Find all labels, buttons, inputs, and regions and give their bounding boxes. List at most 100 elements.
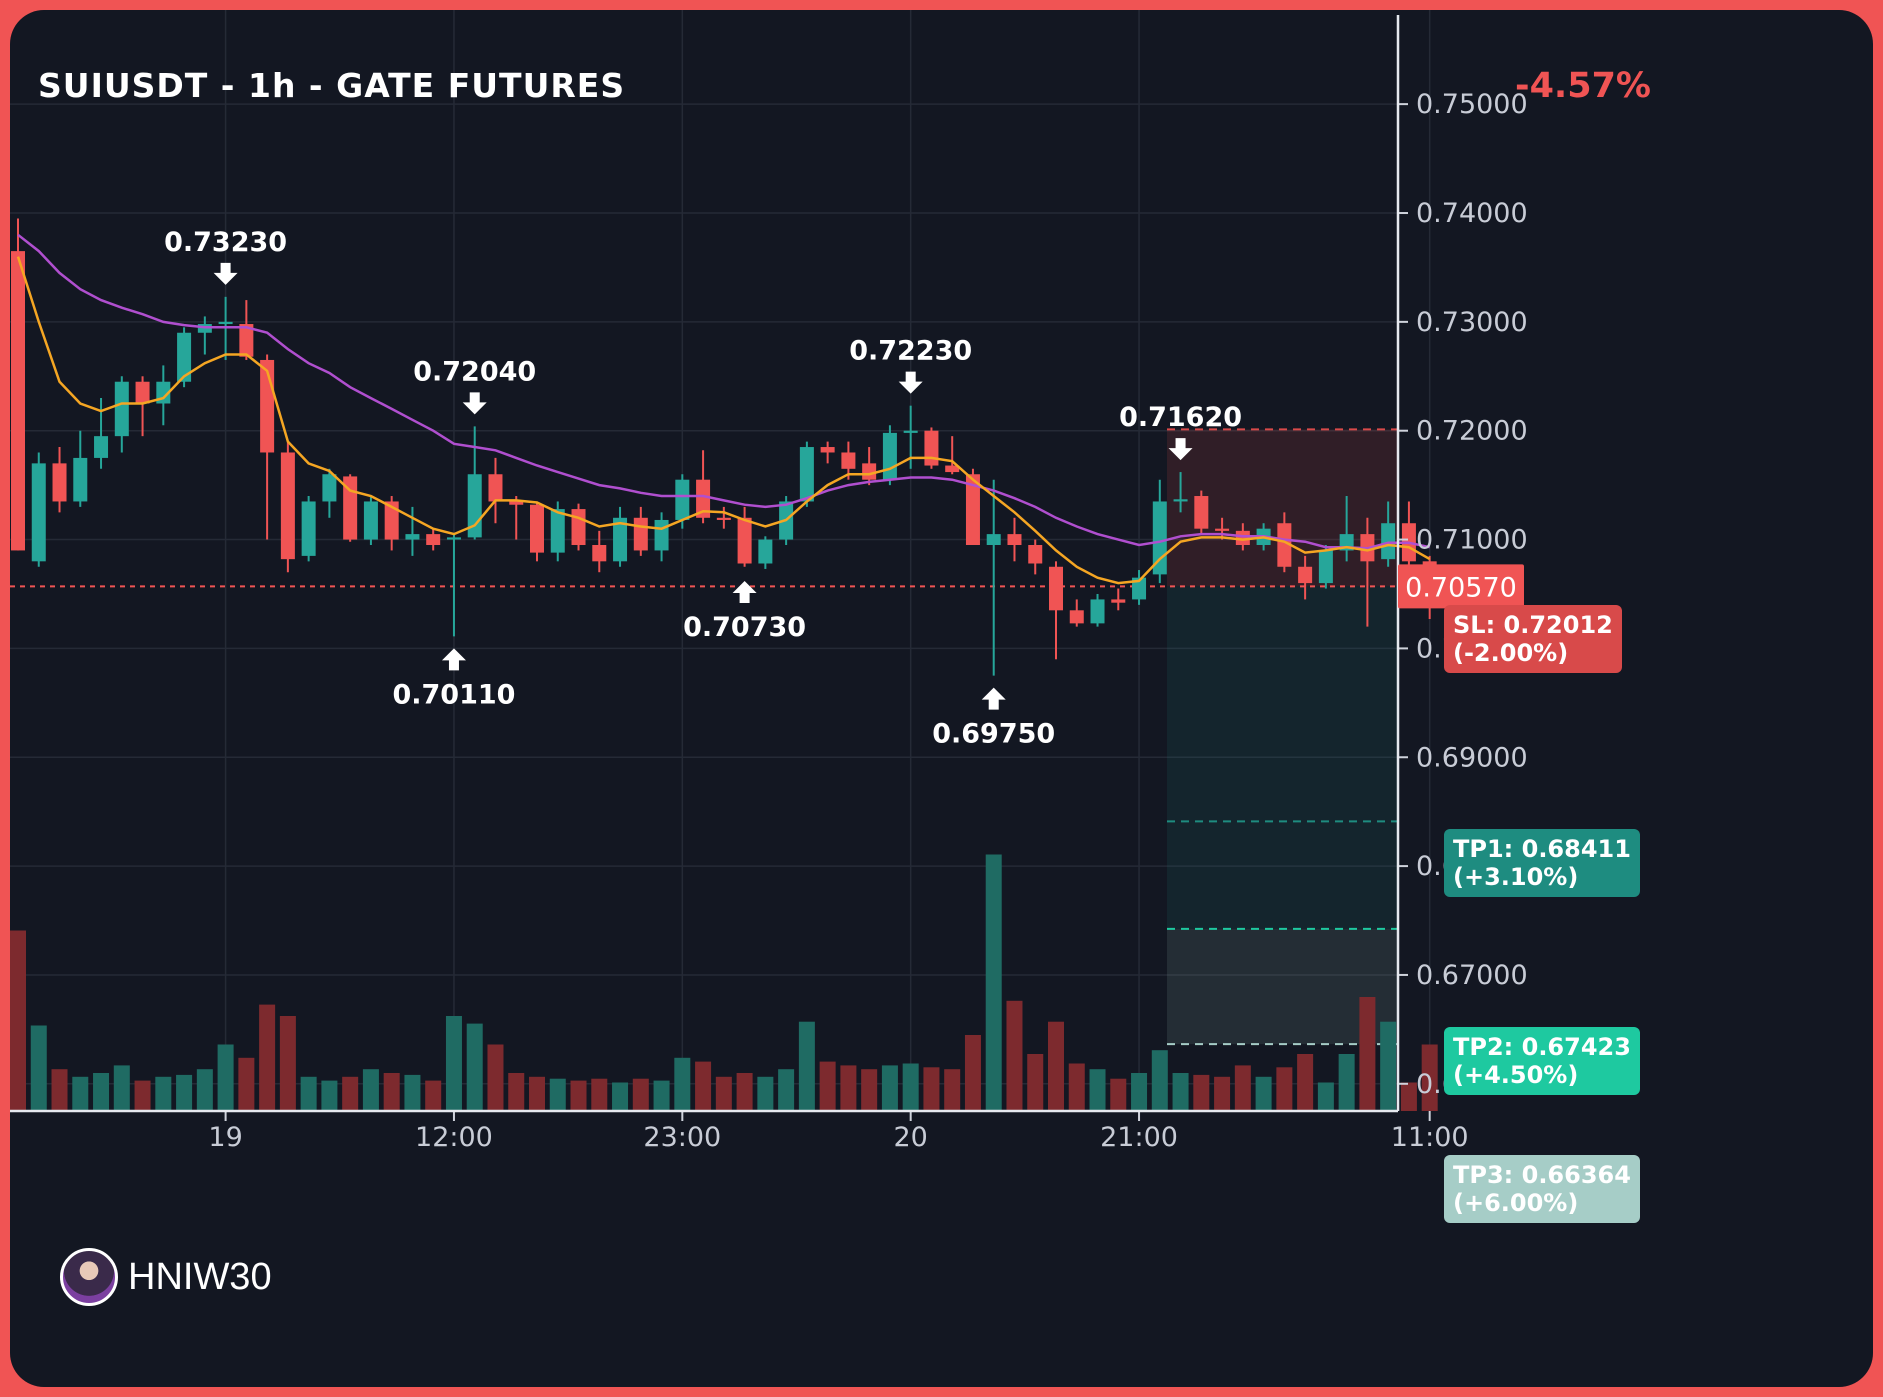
volume-bar bbox=[861, 1069, 878, 1111]
volume-bar bbox=[715, 1076, 732, 1111]
candle-body bbox=[52, 463, 67, 502]
volume-bar bbox=[113, 1065, 130, 1111]
low-price-label: 0.70110 bbox=[392, 679, 515, 710]
candle-body bbox=[1090, 599, 1105, 624]
volume-bar bbox=[757, 1076, 774, 1111]
current-price-label: 0.70570 bbox=[1405, 572, 1517, 603]
arrow-up-icon bbox=[981, 687, 1006, 710]
volume-bar bbox=[1317, 1082, 1334, 1111]
y-tick-label: 0.75000 bbox=[1416, 89, 1528, 120]
volume-bars bbox=[10, 854, 1438, 1111]
candle-body bbox=[73, 457, 88, 502]
volume-bar bbox=[840, 1065, 857, 1111]
candle-body bbox=[114, 381, 129, 437]
candle-body bbox=[488, 474, 503, 502]
arrow-down-icon bbox=[462, 392, 487, 415]
candle-body bbox=[363, 501, 378, 540]
candle-body bbox=[965, 474, 980, 545]
candle-body bbox=[177, 332, 192, 382]
y-tick-label: 0.69000 bbox=[1416, 742, 1528, 773]
candle-body bbox=[1277, 523, 1292, 567]
volume-bar bbox=[1131, 1073, 1148, 1111]
candle-body bbox=[550, 509, 565, 553]
take-profit-3-label: TP3: 0.66364 (+6.00%) bbox=[1444, 1155, 1640, 1223]
y-tick-label: 0.76000 bbox=[1416, 10, 1528, 11]
volume-bar bbox=[93, 1073, 110, 1111]
stop-loss-label: SL: 0.72012 (-2.00%) bbox=[1444, 605, 1622, 673]
current-price-tag bbox=[1398, 564, 1524, 609]
volume-bar bbox=[1006, 1000, 1023, 1111]
volume-bar bbox=[1193, 1074, 1210, 1111]
candle-body bbox=[633, 517, 648, 551]
candle-body bbox=[1173, 499, 1188, 502]
take-profit-1-label: TP1: 0.68411 (+3.10%) bbox=[1444, 829, 1640, 897]
price-change-percent: -4.57% bbox=[1515, 66, 1651, 106]
y-tick-label: 0.71000 bbox=[1416, 525, 1528, 556]
volume-bar bbox=[1338, 1054, 1355, 1111]
arrow-down-icon bbox=[898, 371, 923, 394]
candle-body bbox=[1235, 530, 1250, 545]
price-annotations: 0.73230 0.72040 0.72230 0.71620 0.70110 0.707… bbox=[164, 227, 1242, 750]
volume-bar bbox=[881, 1065, 898, 1111]
volume-bar bbox=[1089, 1069, 1106, 1111]
candle-body bbox=[654, 519, 669, 551]
volume-bar bbox=[445, 1016, 462, 1111]
arrow-down-icon bbox=[1168, 438, 1193, 461]
volume-bar bbox=[155, 1076, 172, 1111]
moving-average-fast bbox=[16, 256, 1431, 585]
volume-bar bbox=[30, 1025, 47, 1111]
take-profit-2-label: TP2: 0.67423 (+4.50%) bbox=[1444, 1027, 1640, 1095]
volume-bar bbox=[1297, 1054, 1314, 1111]
volume-bar bbox=[944, 1069, 961, 1111]
volume-bar bbox=[176, 1074, 193, 1111]
candle-body bbox=[758, 539, 773, 564]
volume-bar bbox=[1172, 1073, 1189, 1111]
x-tick-label: 23:00 bbox=[643, 1122, 721, 1153]
volume-bar bbox=[1359, 997, 1376, 1111]
candle-body bbox=[11, 251, 25, 551]
chart-title: SUIUSDT - 1h - GATE FUTURES bbox=[38, 66, 626, 105]
volume-bar bbox=[695, 1061, 712, 1111]
volume-bar bbox=[674, 1057, 691, 1111]
volume-bar bbox=[404, 1074, 421, 1111]
volume-bar bbox=[985, 854, 1002, 1111]
arrow-down-icon bbox=[213, 262, 238, 285]
volume-bar bbox=[736, 1073, 753, 1111]
candle-body bbox=[841, 452, 856, 469]
y-tick-label: 0.72000 bbox=[1416, 416, 1528, 447]
candle-body bbox=[135, 381, 150, 404]
high-price-label: 0.73230 bbox=[164, 227, 287, 258]
volume-bar bbox=[466, 1023, 483, 1111]
volume-bar bbox=[1048, 1021, 1064, 1111]
volume-bar bbox=[362, 1069, 379, 1111]
volume-bar bbox=[653, 1080, 670, 1111]
volume-bar bbox=[798, 1021, 815, 1111]
volume-bar bbox=[1214, 1076, 1231, 1111]
candle-body bbox=[882, 432, 897, 480]
volume-bar bbox=[1110, 1078, 1127, 1111]
volume-bar bbox=[612, 1082, 629, 1111]
candle-body bbox=[301, 501, 316, 556]
candle-body bbox=[446, 537, 461, 540]
candle-body bbox=[322, 474, 337, 502]
candle-body bbox=[1111, 599, 1126, 603]
volume-bar bbox=[487, 1044, 504, 1111]
volume-bar bbox=[196, 1069, 213, 1111]
candle-body bbox=[218, 321, 233, 325]
candle-body bbox=[945, 465, 960, 473]
volume-bar bbox=[259, 1004, 276, 1111]
candle-body bbox=[1069, 610, 1084, 624]
volume-bar bbox=[632, 1078, 649, 1111]
grid bbox=[10, 10, 1431, 1111]
candle-body bbox=[696, 479, 711, 518]
price-chart[interactable]: 0.73230 0.72040 0.72230 0.71620 0.70110 0.707… bbox=[10, 10, 1873, 1387]
moving-averages bbox=[16, 233, 1431, 585]
candle-body bbox=[1194, 496, 1209, 529]
volume-bar bbox=[1400, 1082, 1417, 1111]
candle-body bbox=[31, 463, 46, 562]
volume-bar bbox=[902, 1063, 919, 1111]
avatar bbox=[60, 1248, 118, 1306]
y-tick-label: 0.73000 bbox=[1416, 307, 1528, 338]
volume-bar bbox=[72, 1076, 89, 1111]
x-tick-label: 19 bbox=[208, 1122, 242, 1153]
